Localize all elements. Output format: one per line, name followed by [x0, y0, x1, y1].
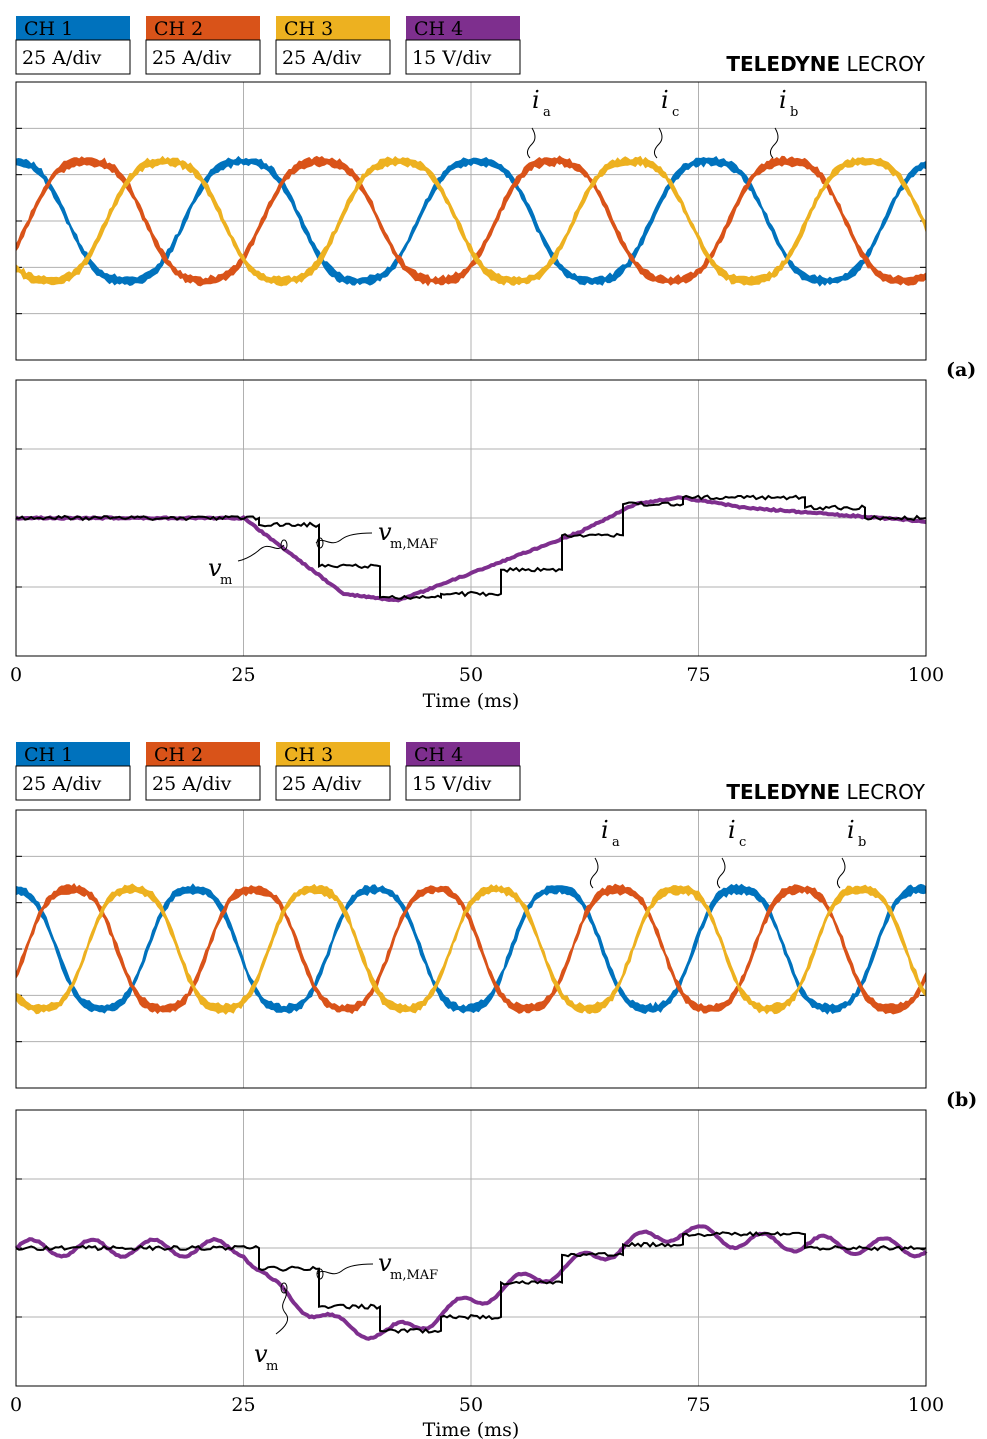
ch4-label: CH 4 [414, 18, 463, 40]
label-ib-a: i b [769, 86, 798, 159]
channel-box-ch1: CH 1 25 A/div [15, 16, 131, 75]
channel-box-ch3-b: CH 3 25 A/div [275, 742, 391, 801]
x-tick-label: 100 [908, 664, 944, 686]
ch1-label: CH 1 [24, 18, 73, 40]
ch1-scale: 25 A/div [22, 47, 102, 69]
grid-b-currents [16, 810, 926, 1088]
channel-legend-b: CH 1 25 A/div CH 2 25 A/div CH 3 25 A/di… [15, 742, 521, 801]
x-tick-label: 75 [686, 664, 710, 686]
label-ib-b: i b [836, 816, 866, 889]
svg-text:v: v [254, 1340, 268, 1368]
x-tick-label: 25 [231, 664, 255, 686]
x-tick-label: 0 [10, 664, 22, 686]
label-ic-a: i c [653, 86, 679, 159]
x-tick-label: 75 [686, 1394, 710, 1416]
channel-box-ch4: CH 4 15 V/div [405, 16, 521, 75]
svg-text:v: v [208, 554, 222, 582]
svg-text:a: a [543, 105, 551, 120]
ch4-scale-b: 15 V/div [412, 773, 492, 795]
x-axis-label-a: Time (ms) [423, 690, 520, 712]
panel-a: CH 1 25 A/div CH 2 25 A/div CH 3 25 A/di… [10, 16, 976, 712]
svg-text:i: i [847, 816, 855, 844]
trace-vm [14, 1224, 928, 1341]
label-ia-a: i a [526, 86, 551, 159]
label-vm-b: v m [254, 1282, 289, 1374]
channel-box-ch4-b: CH 4 15 V/div [405, 742, 521, 801]
channel-box-ch3: CH 3 25 A/div [275, 16, 391, 75]
channel-box-ch1-b: CH 1 25 A/div [15, 742, 131, 801]
trace-vm-maf [15, 494, 927, 600]
svg-text:m,MAF: m,MAF [390, 537, 438, 552]
ch3-label-b: CH 3 [284, 744, 333, 766]
x-tick-label: 100 [908, 1394, 944, 1416]
x-axis-a: 0 25 50 75 100 [10, 664, 944, 686]
voltage-traces-a [15, 494, 927, 603]
channel-legend-a: CH 1 25 A/div CH 2 25 A/div CH 3 25 A/di… [15, 16, 521, 75]
plot-a-voltages: v m,MAF v m [15, 379, 927, 657]
trace-vm-maf [15, 1231, 927, 1334]
ch2-label-b: CH 2 [154, 744, 203, 766]
svg-text:i: i [728, 816, 736, 844]
plot-b-voltages: v m,MAF v m [14, 1109, 928, 1387]
channel-box-ch2-b: CH 2 25 A/div [145, 742, 261, 801]
label-vm-a: v m [208, 539, 288, 588]
ch3-scale-b: 25 A/div [282, 773, 362, 795]
svg-text:i: i [779, 86, 787, 114]
label-ia-b: i a [589, 816, 620, 889]
svg-text:i: i [601, 816, 609, 844]
panel-letter-a: (a) [946, 359, 976, 381]
label-vmaf-b: v m,MAF [316, 1249, 438, 1283]
channel-box-ch2: CH 2 25 A/div [145, 16, 261, 75]
panel-b: CH 1 25 A/div CH 2 25 A/div CH 3 25 A/di… [10, 742, 977, 1439]
x-tick-label: 50 [459, 1394, 483, 1416]
svg-text:b: b [790, 105, 798, 120]
panel-letter-b: (b) [946, 1089, 977, 1111]
ch2-scale-b: 25 A/div [152, 773, 232, 795]
svg-text:i: i [532, 86, 540, 114]
x-axis-label-b: Time (ms) [423, 1419, 520, 1439]
ch2-label: CH 2 [154, 18, 203, 40]
svg-text:i: i [661, 86, 669, 114]
ch4-scale: 15 V/div [412, 47, 492, 69]
svg-text:v: v [378, 518, 392, 546]
x-axis-b: 0 25 50 75 100 [10, 1394, 944, 1416]
ch4-label-b: CH 4 [414, 744, 463, 766]
label-vmaf-a: v m,MAF [315, 518, 438, 552]
ch3-label: CH 3 [284, 18, 333, 40]
svg-text:c: c [739, 835, 746, 850]
svg-text:m,MAF: m,MAF [390, 1268, 438, 1283]
brand-logo-b: TELEDYNE LECROY [726, 780, 925, 804]
svg-text:b: b [858, 835, 866, 850]
x-tick-label: 25 [231, 1394, 255, 1416]
svg-text:v: v [378, 1249, 392, 1277]
svg-text:c: c [672, 105, 679, 120]
x-tick-label: 50 [459, 664, 483, 686]
ch3-scale: 25 A/div [282, 47, 362, 69]
brand-logo: TELEDYNE LECROY [726, 52, 925, 76]
svg-text:a: a [612, 835, 620, 850]
label-ic-b: i c [716, 816, 746, 889]
ch1-label-b: CH 1 [24, 744, 73, 766]
x-tick-label: 0 [10, 1394, 22, 1416]
plot-b-currents: i a i c i b [15, 809, 927, 1089]
svg-text:m: m [266, 1359, 278, 1374]
ch1-scale-b: 25 A/div [22, 773, 102, 795]
plot-a-currents: i a i c i b [15, 81, 927, 361]
ch2-scale: 25 A/div [152, 47, 232, 69]
svg-text:m: m [220, 573, 232, 588]
voltage-traces-b [14, 1224, 928, 1341]
